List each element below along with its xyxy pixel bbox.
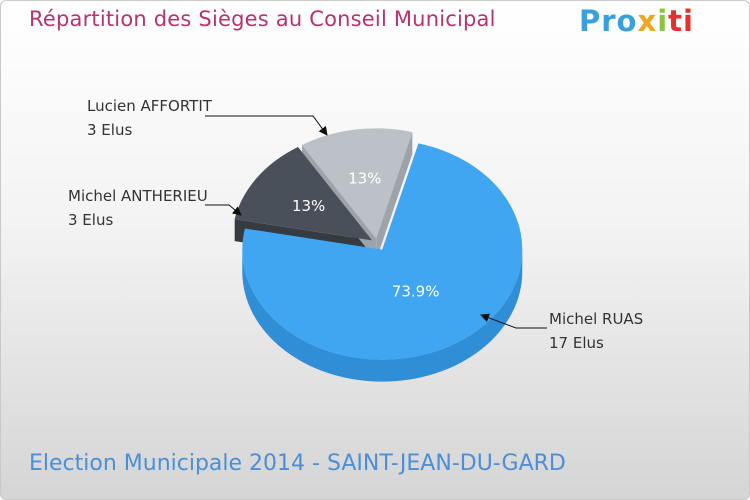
callout-name-2: Lucien AFFORTIT — [87, 97, 213, 115]
pie-side-0 — [242, 249, 523, 382]
percent-label-2: 13% — [348, 169, 381, 187]
chart-title: Répartition des Sièges au Conseil Munici… — [29, 7, 496, 31]
callout-line-0 — [480, 313, 547, 329]
election-footer: Election Municipale 2014 - SAINT-JEAN-DU… — [29, 451, 566, 476]
pie-slice-lucien-affortit — [302, 128, 413, 239]
proxiti-logo[interactable]: Proxiti — [579, 4, 694, 38]
percent-label-0: 73.9% — [392, 283, 440, 301]
pie-callouts: Michel RUAS 17 Elus Michel ANTHERIEU 3 Elus… — [68, 97, 643, 352]
callout-name-0: Michel RUAS — [549, 310, 643, 328]
pie-slice-michel-ruas — [242, 143, 523, 360]
pie-slice-michel-antherieu — [234, 146, 373, 241]
callout-line-2 — [205, 115, 328, 136]
pie-percent-labels: 73.9% 13% 13% — [292, 169, 439, 300]
callout-line-1 — [205, 204, 242, 216]
pie-tops — [234, 128, 523, 360]
percent-label-1: 13% — [292, 197, 325, 215]
callout-seats-2: 3 Elus — [87, 121, 132, 139]
callout-seats-1: 3 Elus — [68, 211, 113, 229]
callout-seats-0: 17 Elus — [549, 334, 604, 352]
pie-edge-2-1 — [376, 132, 413, 261]
callout-name-1: Michel ANTHERIEU — [68, 187, 208, 205]
